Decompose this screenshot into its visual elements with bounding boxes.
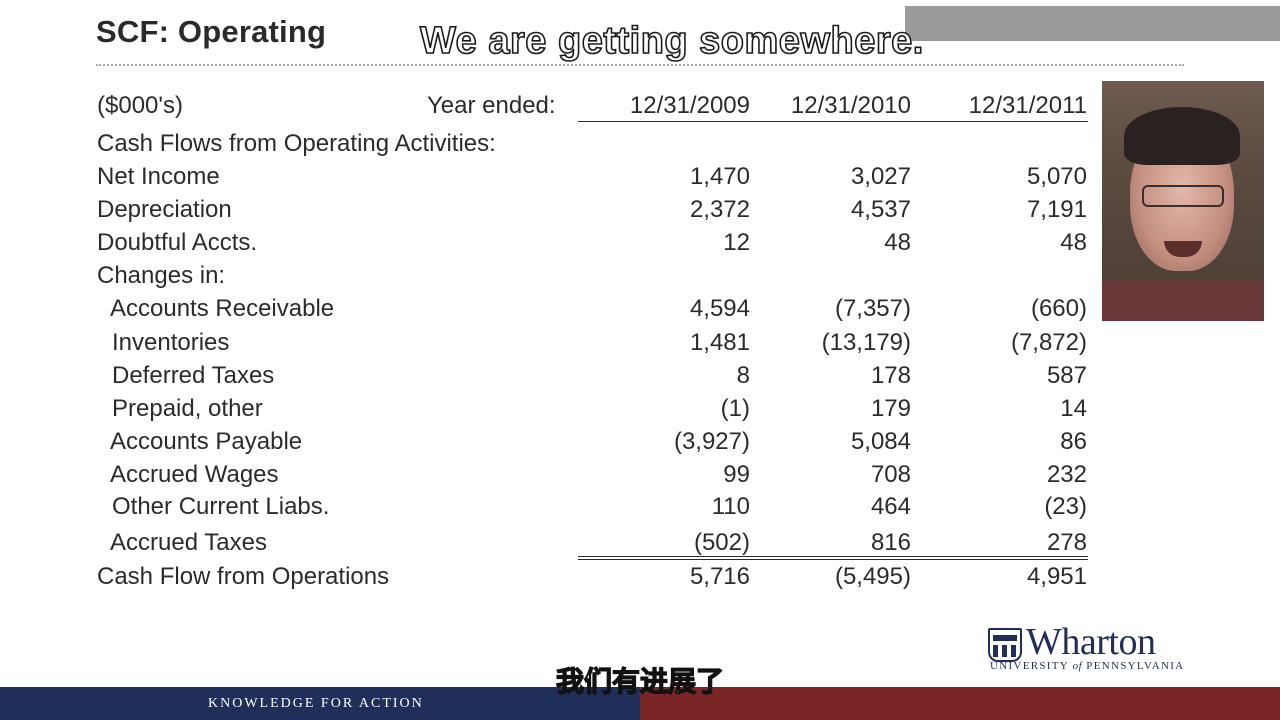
cell-2011: 48 (1060, 229, 1087, 256)
cell-2010: 464 (870, 493, 911, 520)
row-label: Accounts Payable (110, 428, 303, 455)
table-row: Prepaid, other (1) 179 14 (0, 393, 1280, 425)
cell-2010: (13,179) (821, 329, 911, 356)
cell-2010: 5,084 (850, 428, 911, 455)
row-label: Deferred Taxes (112, 362, 275, 389)
column-header-2011: 12/31/2011 (968, 92, 1087, 119)
total-2009: 5,716 (689, 563, 750, 590)
cell-2010: (7,357) (834, 295, 911, 322)
row-label: Accrued Taxes (110, 529, 267, 556)
table-row: Doubtful Accts. 12 48 48 (0, 227, 1280, 259)
cell-2009: 1,470 (689, 163, 750, 190)
row-label: Net Income (97, 163, 220, 190)
cell-2010: 48 (884, 229, 911, 256)
caption-chinese: 我们有进展了 (555, 664, 725, 698)
cell-2011: (660) (1030, 295, 1087, 322)
cell-2009: 110 (711, 493, 750, 520)
presenter-glasses (1142, 185, 1224, 207)
total-2010: (5,495) (834, 563, 911, 590)
cell-2011: 232 (1046, 461, 1087, 488)
cell-2011: 5,070 (1026, 163, 1087, 190)
cell-2011: 7,191 (1026, 196, 1087, 223)
cell-2009: 12 (723, 229, 750, 256)
row-label: Inventories (112, 329, 230, 356)
cell-2009: 2,372 (689, 196, 750, 223)
row-label: Accrued Wages (110, 461, 279, 488)
table-row: Accounts Receivable 4,594 (7,357) (660) (0, 293, 1280, 325)
changes-header-row: Changes in: (0, 260, 1280, 292)
university-line: UNIVERSITY of PENNSYLVANIA (990, 660, 1185, 672)
footer-maroon-band (640, 687, 1280, 720)
changes-header: Changes in: (97, 262, 226, 289)
wharton-logo: Wharton UNIVERSITY of PENNSYLVANIA (988, 621, 1193, 674)
table-row: Deferred Taxes 8 178 587 (0, 360, 1280, 392)
table-row: Accrued Taxes (502) 816 278 (0, 527, 1280, 559)
cell-2010: 178 (870, 362, 911, 389)
presenter-mouth (1164, 241, 1202, 257)
footer-tagline: KNOWLEDGE FOR ACTION (208, 696, 424, 711)
table-row: Accrued Wages 99 708 232 (0, 459, 1280, 491)
cell-2010: 816 (870, 529, 911, 556)
title-divider (96, 64, 1184, 66)
cell-2010: 3,027 (850, 163, 911, 190)
table-row: Other Current Liabs. 110 464 (23) (0, 491, 1280, 523)
cell-2010: 4,537 (850, 196, 911, 223)
total-label: Cash Flow from Operations (97, 563, 390, 590)
header-gray-box (905, 6, 1280, 41)
row-label: Doubtful Accts. (97, 229, 258, 256)
section-header: Cash Flows from Operating Activities: (97, 130, 496, 157)
total-2011: 4,951 (1026, 563, 1087, 590)
table-row: Depreciation 2,372 4,537 7,191 (0, 194, 1280, 226)
column-header-2010: 12/31/2010 (790, 92, 911, 119)
cell-2010: 708 (870, 461, 911, 488)
cell-2009: 8 (736, 362, 750, 389)
presenter-hair (1124, 107, 1240, 165)
table-row: Accounts Payable (3,927) 5,084 86 (0, 426, 1280, 458)
total-row: Cash Flow from Operations 5,716 (5,495) … (0, 561, 1280, 593)
cell-2009: (1) (720, 395, 750, 422)
cell-2011: (7,872) (1010, 329, 1087, 356)
header-underline (578, 121, 1088, 122)
unit-label: ($000's) (97, 92, 183, 119)
table-row: Inventories 1,481 (13,179) (7,872) (0, 327, 1280, 359)
cell-2009: 4,594 (689, 295, 750, 322)
cell-2010: 179 (870, 395, 911, 422)
total-underline-top (578, 556, 1088, 557)
row-label: Accounts Receivable (110, 295, 335, 322)
slide-title: SCF: Operating (96, 14, 327, 49)
row-label: Other Current Liabs. (112, 493, 330, 520)
presenter-video (1102, 81, 1264, 321)
cell-2009: (3,927) (673, 428, 750, 455)
wharton-wordmark: Wharton (1026, 621, 1156, 663)
table-row: Net Income 1,470 3,027 5,070 (0, 161, 1280, 193)
row-label: Prepaid, other (112, 395, 263, 422)
cell-2011: 278 (1046, 529, 1087, 556)
caption-english: We are getting somewhere. (419, 19, 924, 63)
cell-2011: 86 (1060, 428, 1087, 455)
section-header-row: Cash Flows from Operating Activities: (0, 128, 1280, 160)
presenter-shirt (1102, 281, 1264, 321)
penn-shield-icon (988, 628, 1022, 662)
table-header-row: ($000's) Year ended: 12/31/2009 12/31/20… (0, 90, 1280, 122)
row-label: Depreciation (97, 196, 232, 223)
cell-2011: 14 (1060, 395, 1087, 422)
cell-2011: (23) (1044, 493, 1087, 520)
cell-2009: (502) (693, 529, 750, 556)
footer-navy-band (0, 687, 640, 720)
cell-2009: 99 (723, 461, 750, 488)
total-underline-bottom (578, 559, 1088, 560)
year-ended-label: Year ended: (427, 92, 556, 119)
column-header-2009: 12/31/2009 (629, 92, 750, 119)
cell-2011: 587 (1046, 362, 1087, 389)
cell-2009: 1,481 (689, 329, 750, 356)
